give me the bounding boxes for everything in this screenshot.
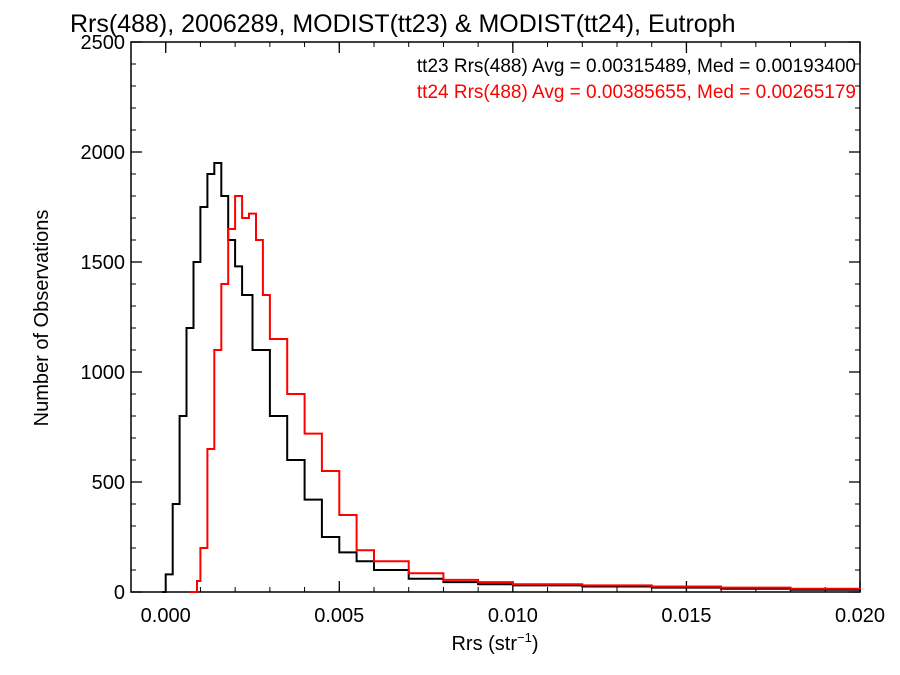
legend-entry-tt24: tt24 Rrs(488) Avg = 0.00385655, Med = 0.… [417, 82, 856, 103]
y-tick-label: 500 [92, 472, 125, 494]
y-tick-label: 2000 [81, 142, 126, 164]
y-tick-label: 1000 [81, 362, 126, 384]
series-layer [162, 162, 861, 593]
plot-axes: 0.000 0.005 0.010 0.015 0.020 0 500 1000 1500 200… [81, 32, 886, 627]
legend-entry-tt23: tt23 Rrs(488) Avg = 0.00315489, Med = 0.… [417, 56, 856, 77]
x-tick-label: 0.005 [314, 605, 364, 627]
x-axis-label-main: Rrs (str [451, 633, 517, 655]
x-tick-label: 0.015 [661, 605, 711, 627]
y-tick-label: 0 [114, 582, 125, 604]
chart-title: Rrs(488), 2006289, MODIST(tt23) & MODIST… [70, 10, 736, 38]
x-axis-label-superscript: −1 [517, 630, 532, 645]
x-axis-label-close: ) [532, 633, 539, 655]
y-tick-label: 2500 [81, 32, 126, 54]
series-line-tt24 [190, 195, 861, 593]
x-tick-label: 0.020 [835, 605, 885, 627]
series-line-tt23 [162, 162, 861, 593]
y-tick-label: 1500 [81, 252, 126, 274]
x-axis-label: Rrs (str−1) [451, 630, 538, 655]
plot-frame [130, 41, 861, 593]
legend: tt23 Rrs(488) Avg = 0.00315489, Med = 0.… [417, 56, 856, 103]
y-axis-label: Number of Observations [31, 210, 53, 427]
x-tick-label: 0.000 [141, 605, 191, 627]
x-tick-label: 0.010 [488, 605, 538, 627]
